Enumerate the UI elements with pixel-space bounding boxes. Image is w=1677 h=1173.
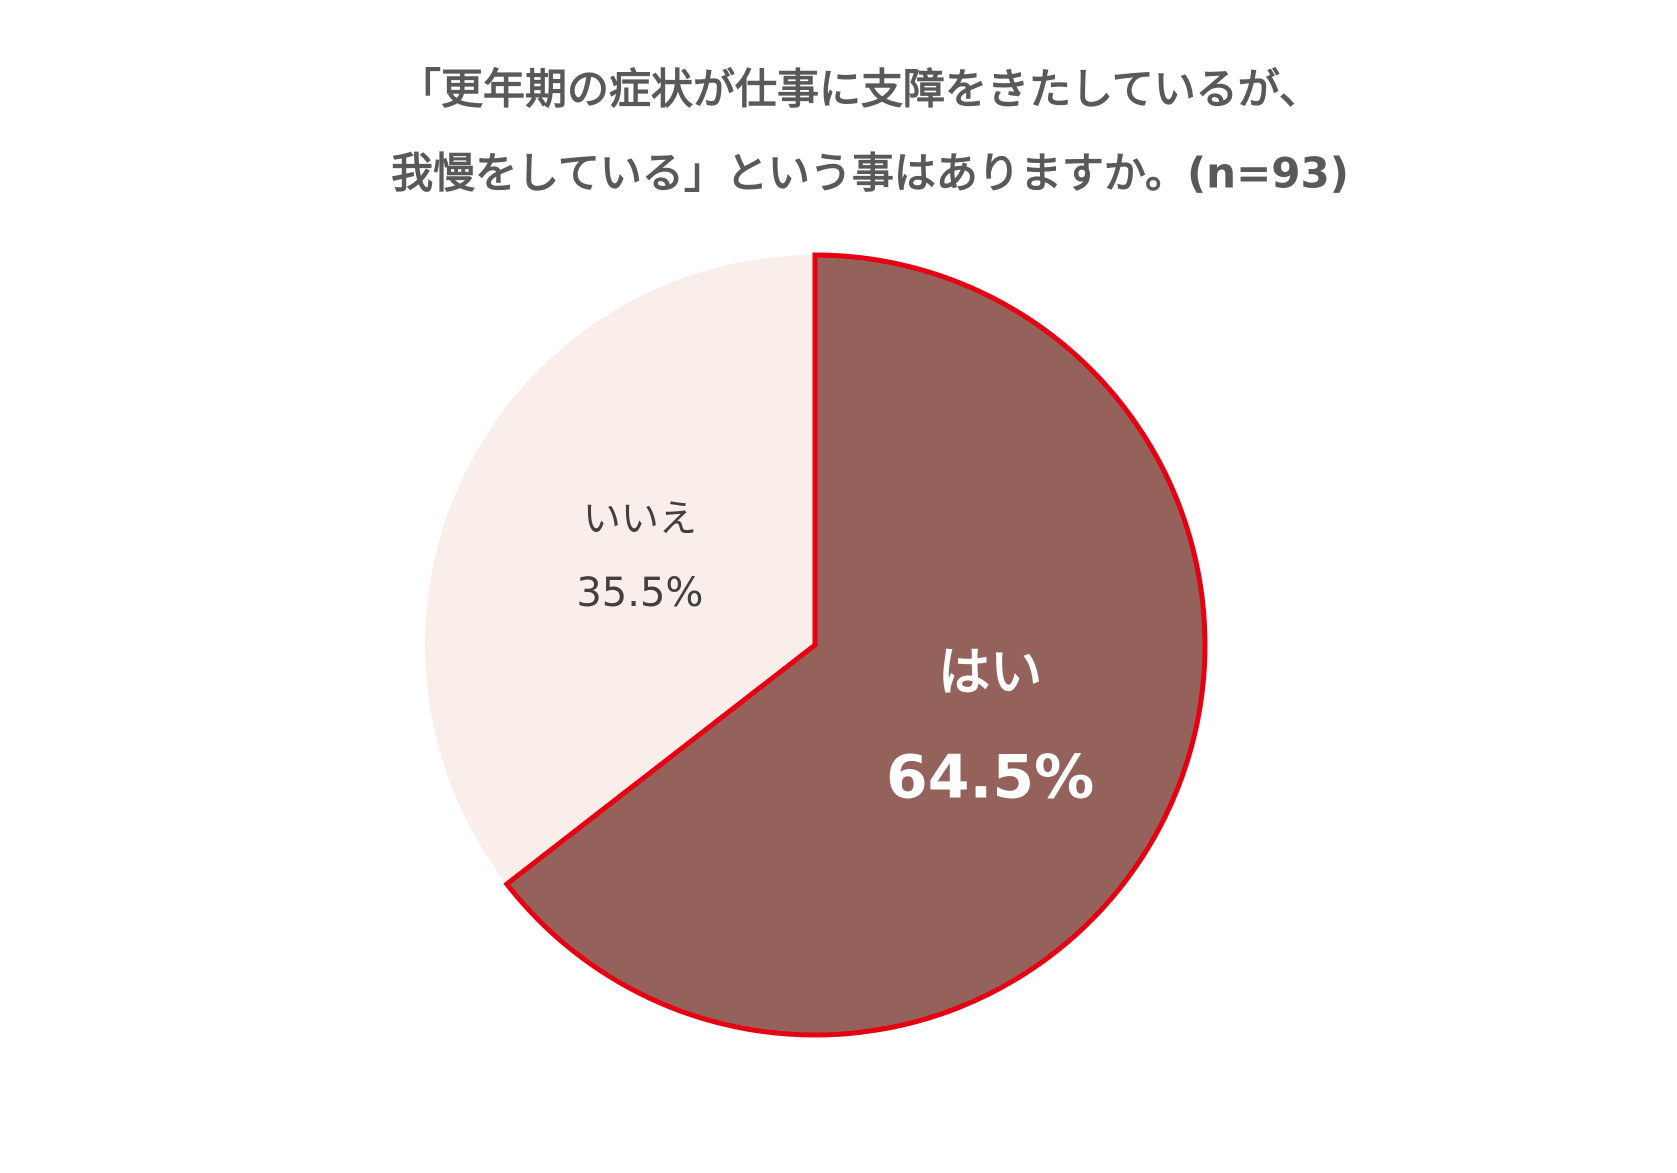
category-label: いいえ [583, 497, 697, 541]
category-label: はい [938, 643, 1042, 703]
value-label: 35.5% [576, 570, 703, 616]
pie-slice [425, 255, 815, 885]
chart-title: 「更年期の症状が仕事に支障をきたしているが、 [399, 65, 1321, 114]
value-label: 64.5% [886, 742, 1094, 812]
chart-title: 我慢をしている」という事はありますか。(n=93) [391, 149, 1349, 198]
pie-slice [503, 252, 1208, 1038]
